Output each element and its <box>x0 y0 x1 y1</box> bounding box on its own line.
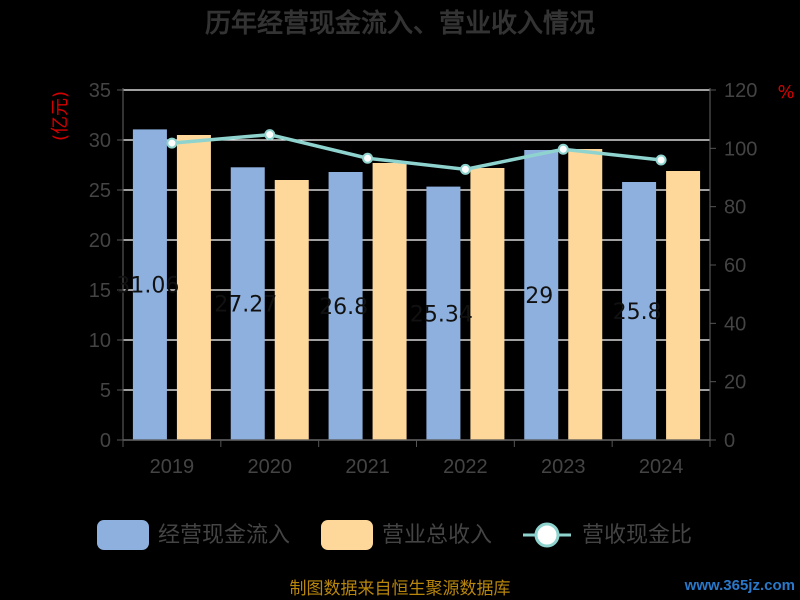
legend-swatch-revenue <box>321 520 373 550</box>
right-tick-label: 100 <box>724 138 757 160</box>
bar-cash-inflow <box>524 150 559 440</box>
x-tick-label: 2019 <box>150 456 195 478</box>
bar-revenue <box>666 171 701 440</box>
right-tick-label: 120 <box>724 80 757 102</box>
legend-label-cash-inflow: 经营现金流入 <box>158 523 290 548</box>
legend-swatch-ratio-marker <box>534 522 560 548</box>
x-tick-label: 2023 <box>541 456 586 478</box>
left-tick-label: 20 <box>89 230 111 252</box>
watermark-text: www.365jz.com <box>684 577 795 594</box>
bar-cash-inflow <box>328 172 363 440</box>
left-axis-ticks: 0 5 10 15 20 25 30 35 <box>89 80 124 452</box>
ratio-point <box>557 143 569 155</box>
bar-cash-inflow <box>426 186 461 440</box>
bar-revenue <box>568 149 603 440</box>
bar-data-labels: 31.06 27.27 26.8 25.34 29 25.8 <box>116 274 661 328</box>
bar-cash-inflow <box>230 167 265 441</box>
bar-revenue <box>470 168 505 440</box>
grid-lines <box>123 89 710 441</box>
left-tick-label: 30 <box>89 130 111 152</box>
ratio-point <box>362 152 374 164</box>
bar-value-label: 26.8 <box>319 295 368 320</box>
right-axis-unit: % <box>777 82 794 103</box>
bar-value-label: 25.8 <box>613 300 662 325</box>
left-tick-label: 15 <box>89 280 111 302</box>
bar-value-label: 25.34 <box>410 302 473 327</box>
legend-swatch-cash-inflow <box>97 520 149 550</box>
bars <box>132 129 701 441</box>
left-tick-label: 0 <box>100 430 111 452</box>
legend-label-ratio: 营收现金比 <box>582 523 692 548</box>
ratio-line-path <box>171 132 662 172</box>
x-tick-label: 2022 <box>443 456 488 478</box>
ratio-point <box>459 163 471 175</box>
ratio-point <box>655 154 667 166</box>
left-axis-unit: (亿元) <box>50 91 71 141</box>
left-tick-label: 10 <box>89 330 111 352</box>
x-axis-ticks: 2019 2020 2021 2022 2023 2024 <box>122 439 711 478</box>
data-source-note: 制图数据来自恒生聚源数据库 <box>290 579 511 599</box>
ratio-line <box>166 129 667 175</box>
bar-value-label: 31.06 <box>116 274 179 299</box>
right-tick-label: 20 <box>724 372 746 394</box>
chart-title: 历年经营现金流入、营业收入情况 <box>205 8 595 39</box>
right-tick-label: 60 <box>724 255 746 277</box>
right-tick-label: 80 <box>724 197 746 219</box>
bar-cash-inflow <box>132 129 167 440</box>
legend: 经营现金流入 营业总收入 营收现金比 <box>97 520 692 550</box>
bar-cash-inflow <box>622 182 657 440</box>
bar-revenue <box>372 163 407 440</box>
left-tick-label: 25 <box>89 180 111 202</box>
right-axis-ticks: 0 20 40 60 80 100 120 <box>709 80 757 452</box>
x-tick-label: 2021 <box>345 456 390 478</box>
bar-value-label: 27.27 <box>214 293 277 318</box>
right-tick-label: 40 <box>724 313 746 335</box>
x-tick-label: 2024 <box>639 456 684 478</box>
bar-revenue <box>176 135 211 440</box>
right-tick-label: 0 <box>724 430 735 452</box>
legend-label-revenue: 营业总收入 <box>382 523 492 548</box>
left-tick-label: 35 <box>89 80 111 102</box>
ratio-point <box>166 137 178 149</box>
left-tick-label: 5 <box>100 380 111 402</box>
bar-revenue <box>274 180 309 440</box>
x-tick-label: 2020 <box>248 456 293 478</box>
ratio-point <box>264 129 276 141</box>
bar-value-label: 29 <box>525 284 553 309</box>
